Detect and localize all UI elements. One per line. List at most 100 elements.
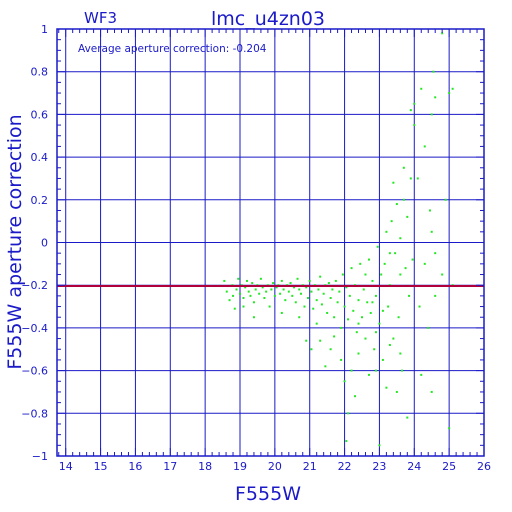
data-point	[305, 339, 308, 342]
data-point	[395, 203, 398, 206]
data-point	[343, 305, 346, 308]
data-point	[374, 294, 377, 297]
data-point	[263, 297, 266, 300]
data-point	[272, 282, 275, 285]
data-point	[310, 290, 313, 293]
x-tick-label: 14	[59, 460, 73, 473]
data-point	[381, 309, 384, 312]
data-point	[394, 252, 397, 255]
data-point	[244, 286, 247, 289]
data-point	[327, 282, 330, 285]
data-point	[387, 305, 390, 308]
data-point	[235, 288, 238, 291]
x-tick-label: 18	[198, 460, 212, 473]
data-point	[376, 245, 379, 248]
data-point	[371, 279, 374, 282]
x-tick-label: 20	[268, 460, 282, 473]
data-point	[338, 290, 341, 293]
average-annotation: Average aperture correction: -0.204	[78, 43, 267, 55]
y-tick-label: 0	[41, 237, 48, 250]
y-axis-label: F555W aperture correction	[4, 114, 26, 369]
data-point	[249, 294, 252, 297]
data-point	[411, 258, 414, 261]
data-point	[273, 294, 276, 297]
data-point	[434, 96, 437, 99]
data-point	[247, 290, 250, 293]
y-tick-label: −0.4	[21, 322, 48, 335]
data-point	[357, 299, 360, 302]
x-tick-label: 19	[233, 460, 247, 473]
y-tick-label: 0.4	[31, 151, 49, 164]
data-point	[441, 273, 444, 276]
data-point	[362, 288, 365, 291]
x-tick-label: 17	[163, 460, 177, 473]
data-point	[259, 277, 262, 280]
x-tick-labels: 14 15 16 17 18 19 20 21 22 23 24 25 26	[59, 460, 491, 473]
x-tick-label: 26	[477, 460, 491, 473]
data-point	[308, 279, 311, 282]
data-point	[390, 220, 393, 223]
data-point	[228, 299, 231, 302]
data-point	[427, 326, 430, 329]
data-point	[434, 252, 437, 255]
data-point	[416, 177, 419, 180]
data-point	[320, 303, 323, 306]
data-point	[223, 279, 226, 282]
data-point	[430, 230, 433, 233]
data-point	[225, 290, 228, 293]
data-point	[402, 166, 405, 169]
data-point	[357, 322, 360, 325]
data-point	[409, 109, 412, 112]
data-point	[366, 301, 369, 304]
data-point	[408, 294, 411, 297]
data-point	[331, 288, 334, 291]
y-tick-labels: −1 −0.8 −0.6 −0.4 −0.2 0 0.2 0.4 0.6 0.8 1	[21, 23, 48, 463]
data-point	[355, 331, 358, 334]
y-tick-label: −1	[32, 450, 48, 463]
y-tick-label: −0.8	[21, 407, 48, 420]
data-point	[367, 373, 370, 376]
y-tick-label: −0.6	[21, 365, 48, 378]
data-point	[374, 369, 377, 372]
x-tick-label: 15	[94, 460, 108, 473]
data-point	[326, 311, 329, 314]
data-point	[399, 273, 402, 276]
data-point	[423, 145, 426, 148]
data-point	[357, 352, 360, 355]
data-point	[367, 258, 370, 261]
data-point	[298, 288, 301, 291]
data-point	[319, 275, 322, 278]
data-point	[397, 316, 400, 319]
y-tick-label: 0.6	[31, 108, 49, 121]
data-point	[296, 277, 299, 280]
data-point	[280, 311, 283, 314]
data-point	[406, 416, 409, 419]
data-point	[399, 352, 402, 355]
data-point	[402, 198, 405, 201]
grid-lines	[57, 29, 484, 456]
y-tick-label: 0.2	[31, 194, 49, 207]
data-point	[395, 390, 398, 393]
data-point	[388, 343, 391, 346]
data-point	[232, 294, 235, 297]
data-point	[413, 102, 416, 105]
data-point	[430, 113, 433, 116]
data-point	[242, 305, 245, 308]
data-point	[251, 282, 254, 285]
data-point	[303, 305, 306, 308]
data-point	[239, 292, 241, 295]
x-tick-label: 25	[442, 460, 456, 473]
data-point	[306, 297, 309, 300]
data-point	[352, 309, 355, 312]
data-point	[280, 279, 283, 282]
data-point	[420, 87, 423, 90]
data-point	[322, 292, 325, 295]
data-point	[291, 294, 294, 297]
data-point	[279, 292, 282, 295]
data-point	[448, 427, 451, 430]
data-point	[258, 292, 261, 295]
data-point	[354, 395, 357, 398]
data-point	[252, 316, 255, 319]
data-point	[364, 273, 367, 276]
